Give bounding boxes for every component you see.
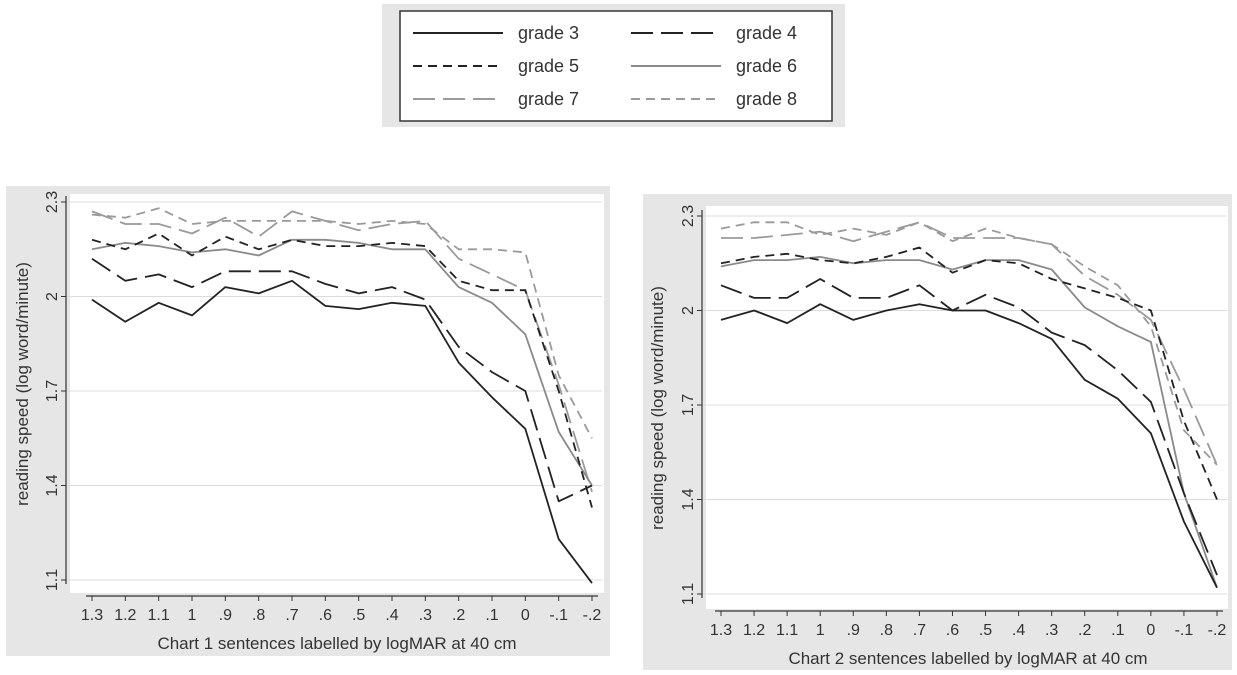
legend-label: grade 3 bbox=[518, 23, 579, 43]
x-tick-label: .7 bbox=[285, 607, 298, 624]
x-tick-label: -.2 bbox=[583, 607, 602, 624]
chart-1-y-axis-label: reading speed (log word/minute) bbox=[13, 262, 32, 506]
x-tick-label: .3 bbox=[1045, 622, 1058, 639]
x-tick-label: 1 bbox=[816, 622, 825, 639]
x-tick-label: .1 bbox=[1111, 622, 1124, 639]
y-tick-label: 1.1 bbox=[44, 569, 61, 591]
x-tick-label: .6 bbox=[946, 622, 959, 639]
y-tick-label: 1.1 bbox=[680, 583, 697, 605]
series-line-grade-3 bbox=[91, 279, 593, 584]
x-tick-label: .8 bbox=[252, 607, 265, 624]
chart-1-plot-area bbox=[70, 194, 604, 593]
x-tick-label: 1.3 bbox=[710, 622, 732, 639]
x-tick-label: .5 bbox=[979, 622, 992, 639]
x-tick-label: 1.2 bbox=[114, 607, 136, 624]
legend-box bbox=[399, 10, 833, 122]
x-tick-label: .9 bbox=[219, 607, 232, 624]
chart-2: 1.1 1.4 1.7 2 2.3 1.3 1.2 1.1 1 .9 .8 .7 .6 .5 .4 .3 .2.… bbox=[643, 194, 1232, 670]
y-tick-label: 2 bbox=[44, 292, 61, 301]
x-tick-label: 1.3 bbox=[81, 607, 103, 624]
legend-label: grade 7 bbox=[518, 89, 579, 109]
y-tick-label: 2.3 bbox=[680, 205, 697, 227]
legend: grade 3 grade 4 grade 5 grade 6 grade 7 grade… bbox=[382, 4, 845, 127]
legend-label: grade 4 bbox=[736, 23, 797, 43]
x-tick-label: 1 bbox=[188, 607, 197, 624]
series-line-grade-8 bbox=[720, 221, 1218, 466]
x-tick-label: -.1 bbox=[549, 607, 568, 624]
x-tick-label: .4 bbox=[1012, 622, 1025, 639]
x-tick-label: 0 bbox=[521, 607, 530, 624]
x-tick-label: .1 bbox=[485, 607, 498, 624]
x-tick-label: -.1 bbox=[1175, 622, 1194, 639]
x-tick-label: .2 bbox=[452, 607, 465, 624]
series-line-grade-8 bbox=[91, 207, 593, 439]
series-line-grade-7 bbox=[91, 210, 593, 493]
series-line-grade-3 bbox=[720, 303, 1218, 589]
series-line-grade-4 bbox=[720, 278, 1218, 576]
x-tick-label: .7 bbox=[913, 622, 926, 639]
series-line-grade-6 bbox=[91, 238, 593, 486]
x-tick-label: .5 bbox=[352, 607, 365, 624]
y-tick-label: 1.7 bbox=[680, 394, 697, 416]
series-line-grade-5 bbox=[720, 246, 1218, 500]
series-line-grade-7 bbox=[721, 221, 1218, 466]
chart-2-y-axis-label: reading speed (log word/minute) bbox=[648, 286, 667, 530]
y-tick-label: 2 bbox=[680, 306, 697, 315]
series-line-grade-6 bbox=[720, 255, 1218, 588]
chart-1: 1.1 1.4 1.7 2 2.3 1.3 1.2 1.1 1 .9 .8 .7 .6 .5 .4 .3 .2.… bbox=[6, 186, 610, 656]
x-tick-label: .6 bbox=[319, 607, 332, 624]
y-tick-label: 1.7 bbox=[44, 380, 61, 402]
chart-2-x-axis-label: Chart 2 sentences labelled by logMAR at … bbox=[788, 649, 1147, 668]
legend-label: grade 6 bbox=[736, 56, 797, 76]
x-tick-label: 1.2 bbox=[743, 622, 765, 639]
x-tick-label: .2 bbox=[1078, 622, 1091, 639]
y-tick-label: 1.4 bbox=[44, 474, 61, 496]
legend-label: grade 5 bbox=[518, 56, 579, 76]
x-tick-label: 0 bbox=[1146, 622, 1155, 639]
x-tick-label: -.2 bbox=[1208, 622, 1227, 639]
chart-2-plot-area bbox=[706, 206, 1228, 609]
x-tick-label: 1.1 bbox=[776, 622, 798, 639]
legend-label: grade 8 bbox=[736, 89, 797, 109]
series-line-grade-5 bbox=[91, 232, 593, 508]
x-tick-label: .9 bbox=[847, 622, 860, 639]
x-tick-label: .8 bbox=[880, 622, 893, 639]
x-tick-label: .4 bbox=[385, 607, 398, 624]
chart-1-x-axis-label: Chart 1 sentences labelled by logMAR at … bbox=[157, 634, 516, 653]
y-tick-label: 2.3 bbox=[44, 191, 61, 213]
y-tick-label: 1.4 bbox=[680, 488, 697, 510]
series-line-grade-4 bbox=[91, 257, 593, 503]
x-tick-label: 1.1 bbox=[148, 607, 170, 624]
x-tick-label: .3 bbox=[419, 607, 432, 624]
